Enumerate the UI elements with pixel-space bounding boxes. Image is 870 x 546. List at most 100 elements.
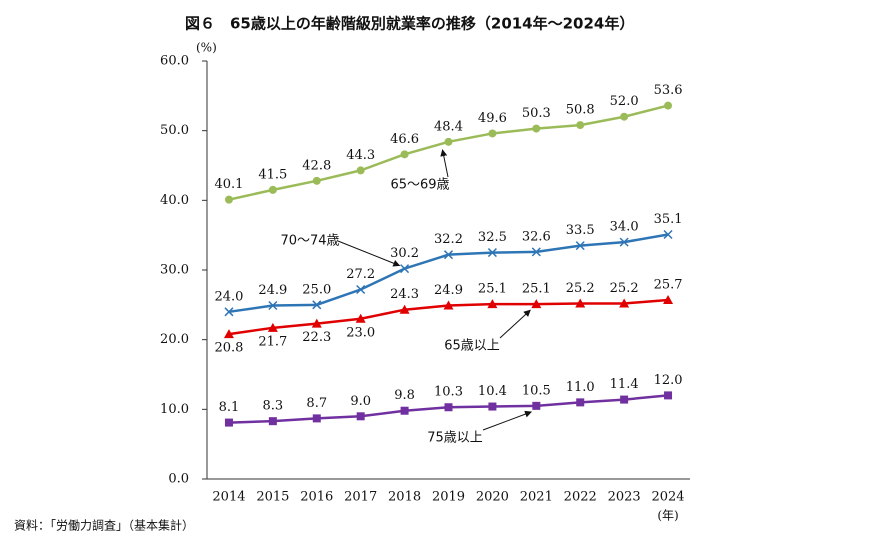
marker [619, 298, 630, 308]
series-label: 70～74歳 [280, 234, 339, 249]
marker [267, 322, 278, 332]
marker [487, 299, 498, 309]
data-label: 42.8 [302, 158, 331, 173]
marker [488, 402, 497, 411]
data-label: 50.8 [566, 103, 595, 118]
marker [664, 391, 673, 400]
series-label: 65～69歳 [390, 178, 449, 193]
data-label: 21.7 [258, 334, 287, 349]
data-label: 25.1 [522, 282, 551, 297]
data-label: 40.1 [214, 177, 243, 192]
x-tick-label: 2015 [256, 490, 289, 505]
marker [400, 150, 409, 159]
x-tick-label: 2023 [608, 490, 641, 505]
marker [531, 299, 542, 309]
x-unit: (年) [657, 509, 678, 523]
x-tick-label: 2014 [212, 490, 245, 505]
data-label: 49.6 [478, 111, 507, 126]
data-label: 46.6 [390, 132, 419, 147]
data-label: 25.2 [610, 281, 639, 296]
marker [531, 247, 541, 257]
marker [444, 403, 453, 412]
data-label: 8.3 [263, 399, 284, 414]
data-label: 8.7 [306, 396, 327, 411]
data-label: 24.9 [258, 283, 287, 298]
x-tick-label: 2020 [476, 490, 509, 505]
data-label: 53.6 [654, 83, 683, 98]
x-tick-label: 2018 [388, 490, 421, 505]
data-label: 25.0 [302, 282, 331, 297]
data-label: 22.3 [302, 330, 331, 345]
annotation-arrow [440, 149, 449, 178]
marker [356, 166, 365, 175]
marker [356, 284, 366, 295]
marker [663, 294, 674, 304]
marker [443, 250, 454, 260]
marker [312, 414, 321, 423]
data-label: 10.3 [434, 385, 463, 400]
y-tick-label: 10.0 [160, 402, 189, 417]
annotation-arrow [337, 240, 401, 267]
data-label: 44.3 [346, 148, 375, 163]
x-tick-label: 2016 [300, 490, 333, 505]
data-label: 9.0 [350, 394, 371, 409]
data-label: 32.5 [478, 230, 507, 245]
series-label: 65歳以上 [444, 339, 500, 354]
y-tick-label: 20.0 [160, 332, 189, 347]
data-label: 25.2 [566, 281, 595, 296]
x-tick-label: 2024 [651, 490, 684, 505]
data-label: 33.5 [566, 223, 595, 238]
marker [488, 129, 497, 138]
data-label: 30.2 [390, 246, 419, 261]
y-tick-label: 30.0 [160, 263, 189, 278]
data-label: 52.0 [610, 94, 639, 109]
marker [223, 329, 234, 339]
data-label: 50.3 [522, 106, 551, 121]
marker [664, 101, 673, 110]
marker [355, 313, 366, 323]
marker [444, 137, 453, 146]
series-label: 75歳以上 [427, 431, 483, 446]
marker [576, 121, 585, 130]
y-tick-label: 40.0 [160, 193, 189, 208]
marker [443, 300, 454, 310]
annotation-arrow [482, 410, 532, 431]
data-label: 32.2 [434, 232, 463, 247]
marker [268, 300, 278, 311]
data-label: 25.1 [478, 282, 507, 297]
data-label: 24.0 [214, 289, 243, 304]
marker [575, 298, 586, 308]
marker [532, 401, 541, 410]
marker [400, 264, 410, 274]
marker [312, 300, 322, 310]
marker [399, 304, 410, 314]
y-tick-label: 50.0 [160, 123, 189, 138]
marker [576, 398, 585, 407]
marker [400, 406, 409, 415]
marker [268, 417, 277, 426]
marker [224, 195, 233, 204]
data-label: 34.0 [610, 220, 639, 235]
marker [311, 318, 322, 328]
chart-title: 図６ 65歳以上の年齢階級別就業率の推移（2014年～2024年） [185, 15, 634, 33]
data-label: 35.1 [654, 212, 683, 227]
y-unit: (%) [196, 41, 217, 55]
data-label: 48.4 [434, 119, 463, 134]
data-label: 9.8 [394, 388, 415, 403]
y-tick-label: 0.0 [168, 472, 189, 487]
marker [312, 176, 321, 185]
marker [575, 241, 585, 251]
data-label: 23.0 [346, 325, 375, 340]
x-tick-label: 2017 [344, 490, 377, 505]
marker [224, 307, 234, 317]
data-label: 20.8 [214, 341, 243, 356]
marker [487, 248, 497, 258]
marker [620, 112, 629, 121]
marker [619, 237, 629, 247]
data-label: 24.3 [390, 287, 419, 302]
data-label: 10.5 [522, 383, 551, 398]
x-tick-label: 2021 [520, 490, 553, 505]
data-label: 41.5 [258, 167, 287, 182]
data-label: 12.0 [654, 373, 683, 388]
